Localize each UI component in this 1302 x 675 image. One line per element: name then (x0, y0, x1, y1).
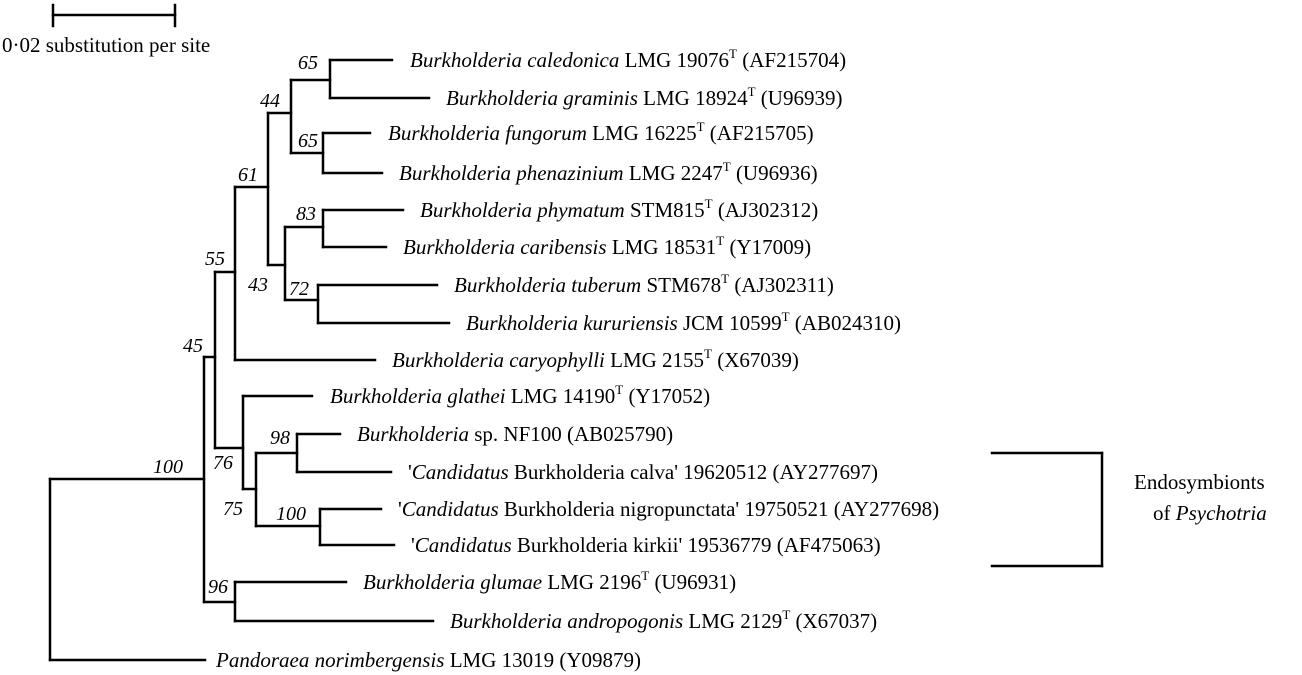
bootstrap-72: 72 (289, 278, 309, 300)
taxon-label-fungorum: Burkholderia fungorum LMG 16225T (AF2157… (388, 119, 814, 145)
scale-bar-label: 0·02 substitution per site (2, 33, 210, 57)
bootstrap-61: 61 (238, 164, 258, 186)
bootstrap-100-candidatus: 100 (276, 503, 306, 525)
bootstrap-55: 55 (205, 248, 225, 270)
bracket-label-line2: of Psychotria (1153, 501, 1267, 525)
taxon-label-kirkii: 'Candidatus Burkholderia kirkii' 1953677… (411, 533, 881, 557)
taxon-label-graminis: Burkholderia graminis LMG 18924T (U96939… (446, 84, 842, 110)
taxon-label-nigropunctata: 'Candidatus Burkholderia nigropunctata' … (398, 497, 939, 521)
bootstrap-83: 83 (296, 203, 316, 225)
taxon-label-phenazinium: Burkholderia phenazinium LMG 2247T (U969… (399, 159, 818, 185)
bootstrap-44: 44 (260, 90, 280, 112)
bootstrap-65b: 65 (298, 130, 318, 152)
bootstrap-values: 65 44 65 61 83 55 43 72 45 100 98 76 75 … (153, 52, 318, 598)
taxon-label-caribensis: Burkholderia caribensis LMG 18531T (Y170… (403, 233, 811, 259)
bracket-label-line1: Endosymbionts (1134, 470, 1265, 494)
bootstrap-76: 76 (213, 452, 233, 474)
taxon-label-calva: 'Candidatus Burkholderia calva' 19620512… (408, 460, 878, 484)
bootstrap-45: 45 (183, 335, 203, 357)
endosymbiont-bracket: Endosymbionts of Psychotria (990, 451, 1267, 568)
bootstrap-96: 96 (208, 576, 228, 598)
bootstrap-43: 43 (248, 274, 268, 296)
taxon-label-pandoraea: Pandoraea norimbergensis LMG 13019 (Y098… (215, 648, 641, 672)
taxon-label-nf100: Burkholderia sp. NF100 (AB025790) (357, 422, 673, 446)
bootstrap-65a: 65 (298, 52, 318, 74)
bootstrap-100-root: 100 (153, 456, 183, 478)
taxon-label-andropogonis: Burkholderia andropogonis LMG 2129T (X67… (450, 607, 877, 633)
taxon-label-kururiensis: Burkholderia kururiensis JCM 10599T (AB0… (466, 309, 901, 335)
taxon-label-glathei: Burkholderia glathei LMG 14190T (Y17052) (330, 382, 710, 408)
taxon-labels: Burkholderia caledonica LMG 19076T (AF21… (215, 46, 939, 672)
taxon-label-tuberum: Burkholderia tuberum STM678T (AJ302311) (454, 271, 834, 297)
taxon-label-phymatum: Burkholderia phymatum STM815T (AJ302312) (420, 196, 818, 222)
bootstrap-98: 98 (270, 427, 290, 449)
bootstrap-75: 75 (223, 498, 243, 520)
tree-branches (48, 58, 451, 662)
scale-bar: 0·02 substitution per site (2, 3, 210, 57)
taxon-label-caryophylli: Burkholderia caryophylli LMG 2155T (X670… (392, 346, 799, 372)
taxon-label-glumae: Burkholderia glumae LMG 2196T (U96931) (363, 568, 736, 594)
taxon-label-caledonica: Burkholderia caledonica LMG 19076T (AF21… (410, 46, 846, 72)
